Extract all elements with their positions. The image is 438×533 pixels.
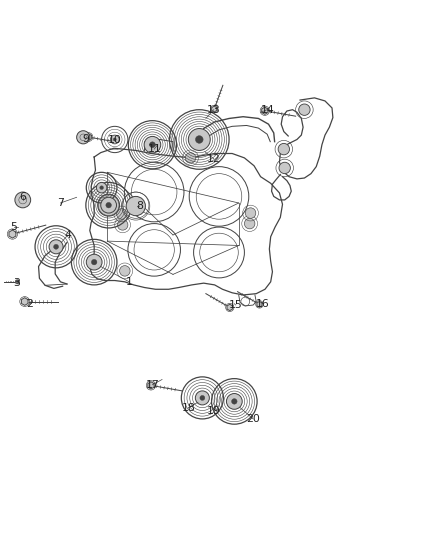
Text: 7: 7	[57, 198, 64, 208]
Polygon shape	[85, 134, 92, 141]
Circle shape	[195, 391, 209, 405]
Text: 8: 8	[136, 201, 143, 211]
Circle shape	[49, 240, 63, 254]
Circle shape	[195, 135, 203, 143]
Text: 11: 11	[147, 144, 161, 154]
Text: 10: 10	[108, 135, 122, 146]
Circle shape	[144, 136, 161, 153]
Circle shape	[279, 162, 290, 174]
Circle shape	[185, 152, 196, 163]
Circle shape	[98, 194, 120, 216]
Text: 4: 4	[64, 230, 71, 240]
Circle shape	[188, 128, 210, 150]
Polygon shape	[227, 304, 233, 311]
Polygon shape	[9, 230, 16, 238]
Text: 13: 13	[207, 104, 221, 115]
Circle shape	[200, 395, 205, 400]
Polygon shape	[148, 382, 154, 389]
Polygon shape	[262, 107, 268, 114]
Circle shape	[113, 138, 117, 141]
Circle shape	[278, 143, 290, 155]
Text: 1: 1	[126, 277, 133, 287]
Circle shape	[117, 209, 127, 219]
Circle shape	[92, 260, 97, 265]
Circle shape	[117, 220, 128, 230]
Text: 2: 2	[26, 298, 33, 309]
Circle shape	[100, 186, 103, 190]
Text: 6: 6	[19, 192, 26, 203]
Circle shape	[245, 208, 256, 219]
Circle shape	[149, 142, 155, 148]
Text: 18: 18	[181, 402, 195, 413]
Text: 15: 15	[229, 300, 243, 310]
Circle shape	[101, 197, 117, 213]
Circle shape	[226, 393, 242, 409]
Circle shape	[126, 197, 145, 216]
Polygon shape	[257, 302, 262, 307]
Text: 19: 19	[207, 406, 221, 416]
Circle shape	[120, 265, 130, 276]
Text: 5: 5	[11, 222, 18, 232]
Text: 9: 9	[82, 134, 89, 143]
Circle shape	[299, 104, 310, 115]
Text: 3: 3	[13, 278, 20, 288]
Circle shape	[232, 399, 237, 404]
Text: 14: 14	[260, 104, 274, 115]
Text: 20: 20	[246, 414, 260, 424]
Circle shape	[128, 197, 144, 213]
Text: 17: 17	[145, 379, 159, 390]
Polygon shape	[212, 106, 217, 112]
Polygon shape	[21, 298, 28, 305]
Circle shape	[53, 244, 59, 249]
Circle shape	[110, 135, 119, 144]
Circle shape	[77, 131, 90, 144]
Circle shape	[15, 192, 31, 208]
Circle shape	[244, 219, 255, 229]
Circle shape	[96, 182, 107, 193]
Polygon shape	[16, 280, 19, 284]
Text: 12: 12	[207, 154, 221, 164]
Text: 16: 16	[256, 298, 270, 309]
Circle shape	[106, 203, 111, 208]
Circle shape	[86, 254, 102, 270]
